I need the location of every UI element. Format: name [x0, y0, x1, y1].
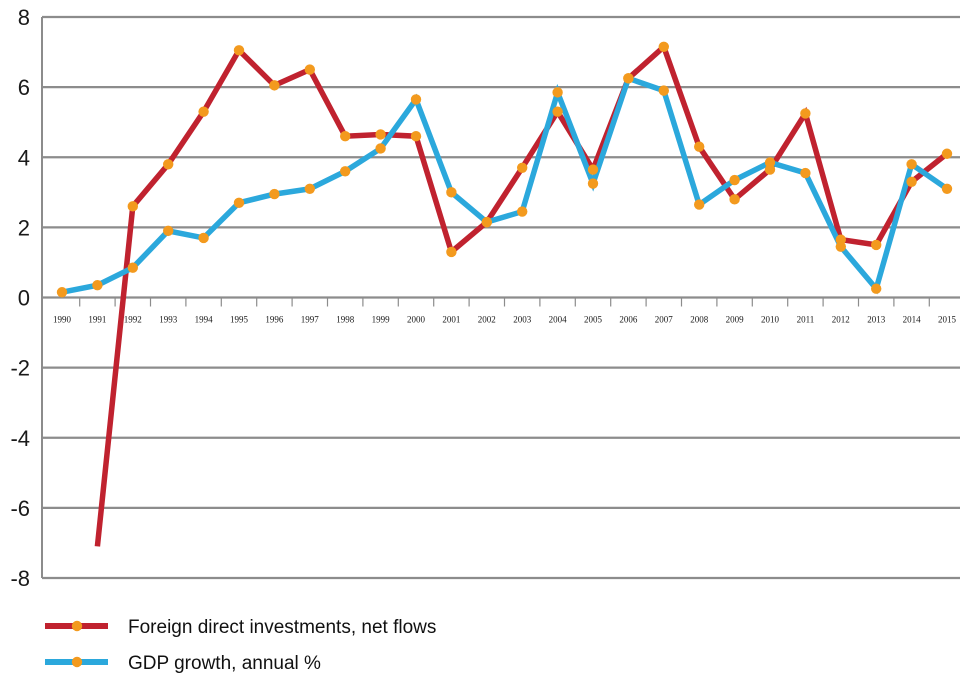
y-tick-label: 8 [18, 5, 30, 30]
data-point-fdi-1993 [163, 159, 174, 170]
data-point-fdi-2013 [871, 239, 882, 251]
data-point-gdp-1990 [56, 287, 68, 298]
data-point-gdp-2000 [410, 94, 422, 105]
data-point-fdi-2014 [906, 176, 917, 187]
y-tick-label: -6 [10, 496, 30, 521]
y-tick-label: 2 [18, 215, 30, 240]
y-tick-label: 6 [18, 75, 30, 100]
data-point-fdi-2010 [764, 164, 776, 175]
legend-entry-gdp-growth: GDP growth, annual % [45, 653, 321, 674]
x-tick-label: 2005 [584, 315, 603, 325]
data-point-fdi-2002 [481, 216, 492, 228]
legend: Foreign direct investments, net flows GDP… [45, 617, 436, 674]
data-point-fdi-2006 [623, 73, 634, 84]
data-point-fdi-2012 [835, 234, 846, 245]
legend-label: GDP growth, annual % [128, 653, 321, 674]
y-tick-label: 4 [18, 145, 30, 170]
series-line-gdp-growth [61, 74, 949, 295]
data-point-gdp-2011 [800, 167, 811, 179]
x-tick-label: 1995 [230, 315, 249, 325]
data-point-fdi-2000 [410, 131, 422, 142]
x-tick-label: 2015 [938, 315, 957, 325]
data-point-gdp-2001 [446, 187, 457, 198]
x-tick-label: 2004 [549, 315, 568, 325]
legend-marker [71, 620, 83, 632]
x-tick-label: 2013 [867, 315, 886, 325]
x-tick-label: 2014 [903, 315, 922, 325]
y-tick-label: -8 [10, 566, 30, 591]
data-point-gdp-2015 [941, 183, 953, 195]
data-point-gdp-1999 [375, 143, 386, 154]
x-tick-label: 1997 [301, 315, 320, 325]
y-tick-label: -4 [10, 426, 30, 451]
x-tick-label: 2008 [690, 315, 709, 325]
x-tick-label: 1996 [265, 315, 284, 325]
y-tick-label: 0 [18, 286, 30, 311]
x-tick-label: 2010 [761, 315, 780, 325]
data-point-fdi-2008 [694, 141, 705, 152]
data-point-fdi-2015 [941, 148, 953, 159]
x-tick-label: 2011 [797, 315, 815, 325]
data-point-fdi-2009 [729, 194, 740, 205]
data-point-gdp-1993 [163, 225, 174, 237]
data-point-fdi-2011 [800, 108, 811, 119]
data-point-gdp-2005 [587, 178, 599, 189]
data-point-gdp-1991 [92, 280, 103, 291]
data-point-gdp-1995 [233, 197, 245, 209]
x-tick-label: 2000 [407, 315, 426, 325]
x-tick-label: 2003 [513, 315, 532, 325]
data-point-fdi-1998 [340, 131, 351, 142]
data-point-fdi-2001 [446, 246, 457, 258]
data-point-fdi-1995 [233, 45, 245, 56]
x-tick-label: 1992 [124, 315, 142, 325]
data-point-gdp-2009 [729, 174, 740, 186]
x-tick-label: 2012 [832, 315, 850, 325]
data-point-markers [56, 41, 953, 298]
data-point-gdp-2004 [552, 87, 563, 98]
legend-entry-fdi: Foreign direct investments, net flows [45, 617, 436, 638]
legend-marker [71, 656, 83, 668]
y-tick-label: -2 [10, 356, 30, 381]
data-point-fdi-1992 [127, 201, 138, 212]
data-point-gdp-2014 [906, 159, 917, 170]
data-point-gdp-1994 [198, 232, 209, 244]
data-point-gdp-1992 [127, 262, 138, 273]
data-point-gdp-2003 [517, 206, 528, 217]
x-tick-label: 2007 [655, 315, 674, 325]
x-tick-label: 2009 [726, 315, 745, 325]
data-point-fdi-1996 [269, 80, 280, 91]
x-axis-tick-labels: 1990 1991 1992 1993 1994 1995 1996 1997 1998 1999… [53, 315, 957, 325]
data-point-fdi-2004 [552, 106, 563, 117]
data-point-fdi-2003 [517, 162, 528, 173]
x-tick-label: 1998 [336, 315, 355, 325]
data-point-gdp-2007 [658, 85, 669, 96]
data-point-gdp-1998 [340, 166, 351, 177]
data-point-fdi-2007 [658, 41, 669, 53]
data-point-fdi-1997 [304, 64, 315, 75]
data-point-gdp-2013 [871, 283, 882, 294]
data-point-gdp-2008 [694, 199, 705, 210]
x-tick-label: 1991 [88, 315, 106, 325]
x-tick-label: 1993 [159, 315, 178, 325]
y-axis-tick-labels: 8 6 4 2 0 -2 -4 -6 -8 [10, 5, 30, 591]
x-tick-label: 1990 [53, 315, 72, 325]
gridlines [41, 15, 960, 580]
data-point-gdp-1996 [269, 188, 280, 200]
x-tick-label: 1994 [195, 315, 214, 325]
legend-label: Foreign direct investments, net flows [128, 617, 436, 638]
x-tick-label: 2001 [442, 315, 460, 325]
x-tick-label: 1999 [372, 315, 391, 325]
data-point-fdi-1999 [375, 129, 386, 140]
data-point-gdp-1997 [304, 183, 315, 195]
data-point-fdi-2005 [587, 164, 599, 175]
x-tick-label: 2002 [478, 315, 496, 325]
x-tick-label: 2006 [619, 315, 638, 325]
data-point-fdi-1994 [198, 106, 209, 117]
